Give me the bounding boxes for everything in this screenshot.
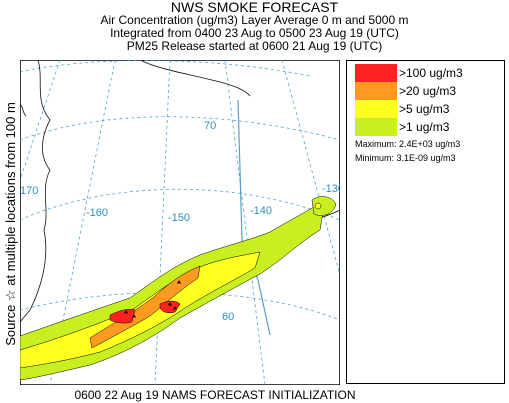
concentration-subtitle: Air Concentration (ug/m3) Layer Average … (100, 13, 409, 27)
legend-swatch-gt100 (355, 64, 397, 82)
map-canvas: 170 -160 -150 -140 -130 70 60 (20, 60, 340, 385)
forecast-initialization-footer: 0600 22 Aug 19 NAMS FORECAST INITIALIZAT… (74, 388, 356, 402)
lat-arc-70 (20, 116, 340, 141)
legend-swatch-gt5 (355, 100, 397, 118)
lat-arc-65 (20, 188, 340, 221)
source-marker (177, 280, 181, 284)
legend-label-gt20: >20 ug/m3 (399, 84, 457, 98)
lon-label: -160 (86, 207, 108, 219)
source-marker (132, 314, 136, 318)
integration-period: Integrated from 0400 23 Aug to 0500 23 A… (110, 26, 399, 40)
legend-label-gt1: >1 ug/m3 (399, 120, 450, 134)
lon-label: -130 (322, 183, 340, 195)
lon-line-4 (224, 60, 266, 385)
minimum-value: Minimum: 3.1E-09 ug/m3 (355, 153, 456, 163)
lat-arc-75 (20, 60, 311, 77)
source-marker (173, 306, 177, 310)
maximum-value: Maximum: 2.4E+03 ug/m3 (355, 139, 461, 149)
plume-east (311, 196, 337, 216)
plume-east-core (314, 202, 322, 210)
source-side-label: Source ☆ at multiple locations from 100 … (3, 102, 18, 346)
plume-gt100-b (159, 300, 181, 314)
legend-swatch-gt1 (355, 118, 397, 136)
lat-label: 70 (204, 120, 216, 132)
lon-label: -140 (250, 205, 272, 217)
smoke-map: 170 -160 -150 -140 -130 70 60 (20, 60, 340, 385)
source-marker (168, 302, 172, 306)
legend-box: >100 ug/m3 >20 ug/m3 >5 ug/m3 >1 ug/m3 M… (346, 60, 505, 384)
legend-swatch-gt20 (355, 82, 397, 100)
plume-gt100-a (109, 308, 136, 324)
coast-north (139, 60, 251, 97)
lon-label: 170 (20, 185, 38, 197)
forecast-title: NWS SMOKE FORECAST (170, 0, 339, 15)
lat-label: 60 (222, 311, 234, 323)
lon-label: -150 (168, 212, 190, 224)
coast-west (20, 60, 51, 323)
legend-label-gt5: >5 ug/m3 (399, 102, 450, 116)
source-markers (124, 280, 181, 318)
plume-gt20 (89, 265, 201, 349)
coast-island (20, 103, 27, 117)
lon-line-5 (281, 60, 340, 276)
release-info: PM25 Release started at 0600 21 Aug 19 (… (126, 39, 383, 53)
legend-label-gt100: >100 ug/m3 (399, 66, 463, 80)
source-marker (124, 310, 128, 314)
smoke-plume (20, 196, 337, 381)
